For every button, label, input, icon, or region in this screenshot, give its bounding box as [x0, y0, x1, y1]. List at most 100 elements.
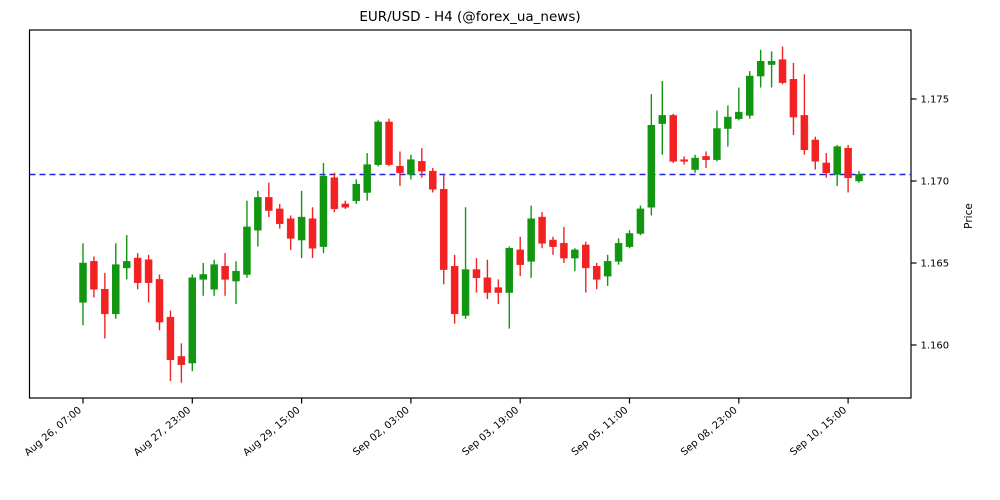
candle	[396, 151, 404, 186]
candle-body	[614, 243, 623, 262]
candle-body	[429, 170, 437, 190]
candle	[516, 236, 524, 277]
candle	[822, 153, 830, 178]
candle	[855, 171, 863, 183]
candle-body	[243, 226, 251, 275]
candle-body	[735, 111, 743, 119]
candle-body	[680, 159, 688, 162]
candle	[745, 71, 754, 119]
candle-body	[461, 269, 470, 316]
candle	[724, 105, 732, 147]
candle	[483, 259, 492, 300]
candle-body	[265, 197, 273, 211]
candle	[275, 203, 284, 229]
candle	[560, 226, 568, 263]
candle	[669, 113, 677, 163]
candle-body	[767, 61, 776, 65]
candle-body	[188, 277, 197, 364]
candle	[844, 144, 852, 193]
candle-body	[778, 59, 787, 83]
x-tick-label: Aug 29, 15:00	[241, 405, 302, 459]
candle	[155, 274, 164, 331]
candle	[647, 94, 656, 216]
candle-body	[505, 247, 514, 293]
candle	[352, 179, 360, 204]
candle	[680, 156, 688, 165]
candle-body	[811, 139, 820, 162]
candle-body	[516, 249, 524, 265]
candle	[756, 49, 765, 88]
candle	[691, 154, 699, 173]
candle-body	[745, 75, 754, 116]
candle-body	[232, 270, 240, 282]
candle-body	[133, 257, 142, 283]
candle-body	[319, 175, 328, 247]
candle	[122, 235, 131, 280]
candle-body	[713, 128, 721, 160]
candle	[297, 190, 306, 259]
candle-body	[625, 233, 634, 247]
candle-body	[352, 184, 360, 201]
candle-body	[385, 121, 393, 165]
candle	[232, 261, 240, 304]
candle-body	[560, 243, 568, 259]
y-tick-label: 1.170	[921, 177, 950, 188]
candle	[713, 110, 721, 162]
candle-body	[855, 174, 863, 182]
candle-body	[724, 116, 732, 129]
candle	[450, 254, 459, 324]
candle	[418, 148, 426, 178]
candle-body	[418, 161, 426, 172]
candle-body	[101, 288, 109, 315]
candle-body	[833, 146, 841, 175]
candle-body	[822, 162, 830, 174]
candle	[265, 182, 273, 218]
candle	[385, 118, 393, 167]
candle	[800, 74, 809, 155]
candle	[243, 200, 251, 278]
candle	[341, 200, 350, 209]
candle-body	[483, 277, 492, 293]
candle-body	[210, 264, 218, 290]
candle	[636, 205, 645, 236]
candle	[363, 153, 371, 201]
candle-body	[155, 279, 164, 323]
candle-body	[199, 274, 207, 280]
y-tick-label: 1.160	[921, 341, 950, 352]
candle	[90, 256, 98, 298]
candle	[199, 263, 207, 296]
candle-body	[122, 261, 131, 269]
candle-body	[407, 159, 415, 175]
candle-body	[275, 208, 284, 224]
candle	[614, 238, 623, 265]
candle	[603, 254, 612, 286]
candle-body	[691, 157, 699, 170]
candle-body	[254, 197, 262, 231]
candle-body	[527, 218, 535, 262]
candle-body	[494, 287, 503, 293]
candle-body	[396, 165, 404, 174]
candle-body	[297, 216, 306, 241]
x-tick-label: Sep 03, 19:00	[460, 405, 521, 458]
candle-body	[341, 203, 350, 208]
candle-body	[472, 269, 481, 279]
candle-body	[789, 79, 798, 118]
candle-body	[571, 249, 579, 259]
candle-body	[450, 266, 459, 315]
candle-body	[112, 264, 120, 315]
x-tick-label: Sep 02, 03:00	[351, 405, 412, 458]
candle-body	[363, 164, 371, 193]
y-tick-label: 1.175	[921, 95, 950, 106]
candle	[549, 236, 557, 255]
candle-body	[844, 147, 852, 178]
candle	[374, 120, 382, 167]
y-tick-label: 1.165	[921, 259, 950, 270]
candle	[778, 46, 787, 85]
chart-title: EUR/USD - H4 (@forex_ua_news)	[359, 9, 580, 25]
candle-body	[800, 115, 809, 151]
candle-body	[144, 259, 153, 283]
candle-body	[439, 188, 448, 270]
candle-body	[756, 61, 765, 77]
candle	[308, 207, 317, 259]
